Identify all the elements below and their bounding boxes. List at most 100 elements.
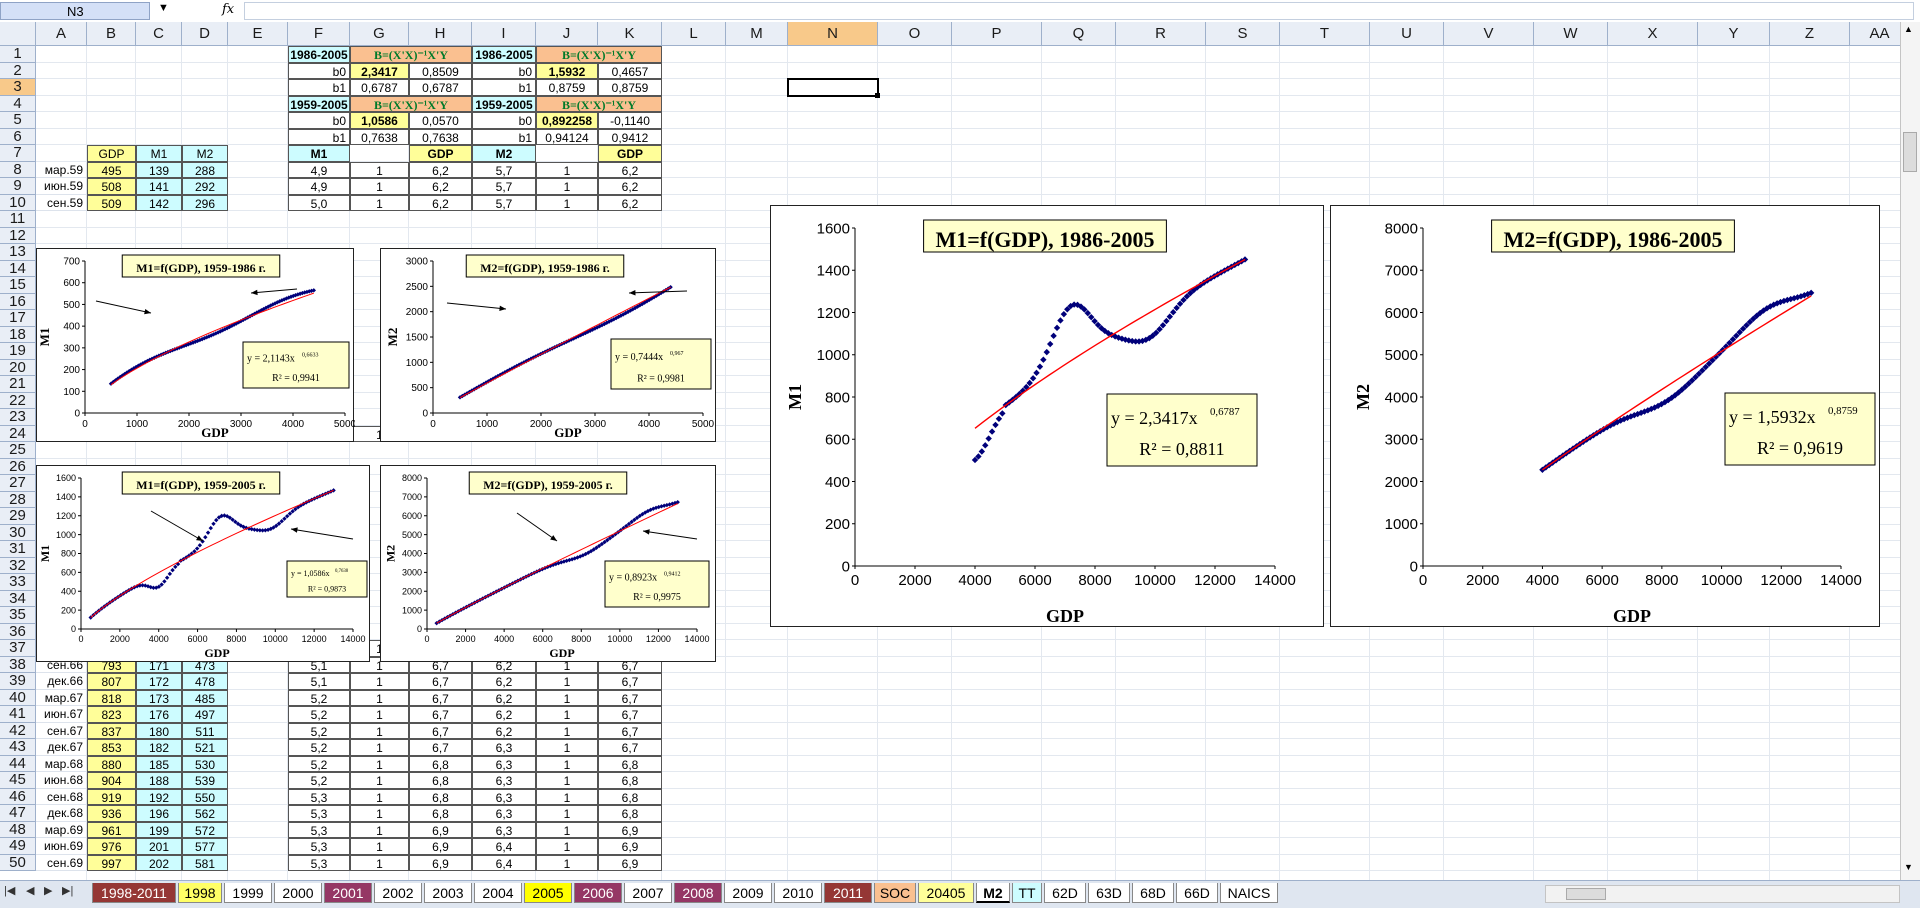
row-header-17[interactable]: 17 [0,309,36,327]
cell-I2[interactable]: b0 [472,62,536,79]
cell-I43[interactable]: 6,3 [472,739,536,756]
sheet-tab-2011[interactable]: 2011 [824,883,872,903]
cell-C42[interactable]: 180 [136,722,182,739]
row-header-37[interactable]: 37 [0,639,36,657]
chart-2[interactable]: 0 1000 2000 3000 4000 5000 0 500 1000 1500 2000 250… [380,248,716,442]
sheet-tab-20405[interactable]: 20405 [918,883,974,903]
cell-H50[interactable]: 6,9 [409,854,472,871]
cell-F44[interactable]: 5,2 [288,755,350,772]
cell-F10[interactable]: 5,0 [288,194,350,211]
cell-I46[interactable]: 6,3 [472,788,536,805]
column-header-E[interactable]: E [228,22,288,46]
cell-I4[interactable]: 1959-2005 [472,95,536,112]
cell-J10[interactable]: 1 [536,194,598,211]
row-header-45[interactable]: 45 [0,771,36,789]
row-header-16[interactable]: 16 [0,293,36,310]
cell-I42[interactable]: 6,2 [472,722,536,739]
cell-G48[interactable]: 1 [350,821,409,838]
sheet-tab-68D[interactable]: 68D [1132,883,1174,903]
column-header-C[interactable]: C [136,22,182,46]
cell-J4[interactable]: B=(X'X)⁻¹X'Y [536,95,662,112]
cell-B45[interactable]: 904 [87,772,136,789]
cell-J3[interactable]: 0,8759 [536,79,598,96]
cell-D50[interactable]: 581 [182,854,228,871]
cell-H9[interactable]: 6,2 [409,178,472,195]
cell-I41[interactable]: 6,2 [472,706,536,723]
row-header-23[interactable]: 23 [0,408,36,426]
first-sheet-icon[interactable]: |◀ [4,885,16,897]
column-header-O[interactable]: O [878,22,952,46]
sheet-tab-2010[interactable]: 2010 [774,883,822,903]
cell-B7[interactable]: GDP [87,145,136,162]
column-header-P[interactable]: P [952,22,1042,46]
cell-G44[interactable]: 1 [350,755,409,772]
cell-F2[interactable]: b0 [288,62,350,79]
row-header-40[interactable]: 40 [0,689,36,706]
row-header-5[interactable]: 5 [0,111,36,129]
cell-D48[interactable]: 572 [182,821,228,838]
cell-A39[interactable]: дек.66 [36,673,87,690]
cell-B46[interactable]: 919 [87,788,136,805]
row-header-21[interactable]: 21 [0,375,36,393]
cell-C45[interactable]: 188 [136,772,182,789]
row-header-18[interactable]: 18 [0,326,36,343]
cell-F4[interactable]: 1959-2005 [288,95,350,112]
column-header-K[interactable]: K [598,22,662,46]
cell-D8[interactable]: 288 [182,161,228,178]
row-header-43[interactable]: 43 [0,738,36,756]
cell-J39[interactable]: 1 [536,673,598,690]
cell-C46[interactable]: 192 [136,788,182,805]
cell-I47[interactable]: 6,3 [472,805,536,822]
cell-J49[interactable]: 1 [536,838,598,855]
cell-H44[interactable]: 6,8 [409,755,472,772]
sheet-tab-63D[interactable]: 63D [1088,883,1130,903]
cell-K43[interactable]: 6,7 [598,739,662,756]
cell-G1[interactable]: B=(X'X)⁻¹X'Y [350,46,472,63]
cell-C41[interactable]: 176 [136,706,182,723]
row-header-9[interactable]: 9 [0,177,36,195]
sheet-tab-1998-2011[interactable]: 1998-2011 [92,883,176,903]
cell-F40[interactable]: 5,2 [288,689,350,706]
row-header-32[interactable]: 32 [0,557,36,574]
row-header-7[interactable]: 7 [0,144,36,162]
cell-B39[interactable]: 807 [87,673,136,690]
cell-C10[interactable]: 142 [136,194,182,211]
cell-J2[interactable]: 1,5932 [536,62,598,79]
column-header-D[interactable]: D [182,22,228,46]
cell-H45[interactable]: 6,8 [409,772,472,789]
chart-5[interactable]: 0 2000 4000 6000 8000 10000 12000 14000 0 200 400 6… [770,205,1324,627]
cell-I48[interactable]: 6,3 [472,821,536,838]
row-header-38[interactable]: 38 [0,656,36,673]
cell-F41[interactable]: 5,2 [288,706,350,723]
cell-C9[interactable]: 141 [136,178,182,195]
cell-G45[interactable]: 1 [350,772,409,789]
cell-K8[interactable]: 6,2 [598,161,662,178]
prev-sheet-icon[interactable]: ◀ [26,885,35,897]
cell-A48[interactable]: мар.69 [36,821,87,838]
cell-K44[interactable]: 6,8 [598,755,662,772]
cell-F48[interactable]: 5,3 [288,821,350,838]
sheet-tab-66D[interactable]: 66D [1176,883,1218,903]
cell-F49[interactable]: 5,3 [288,838,350,855]
cell-J9[interactable]: 1 [536,178,598,195]
cell-D45[interactable]: 539 [182,772,228,789]
cell-C50[interactable]: 202 [136,854,182,871]
cell-B50[interactable]: 997 [87,854,136,871]
row-header-50[interactable]: 50 [0,854,36,871]
column-header-B[interactable]: B [87,22,136,46]
row-header-3[interactable]: 3 [0,78,36,96]
row-header-20[interactable]: 20 [0,359,36,376]
cell-I44[interactable]: 6,3 [472,755,536,772]
cell-B43[interactable]: 853 [87,739,136,756]
cell-H40[interactable]: 6,7 [409,689,472,706]
cell-B42[interactable]: 837 [87,722,136,739]
cell-G3[interactable]: 0,6787 [350,79,409,96]
row-header-46[interactable]: 46 [0,788,36,805]
cell-K9[interactable]: 6,2 [598,178,662,195]
cell-C8[interactable]: 139 [136,161,182,178]
sheet-tab-SOC[interactable]: SOC [874,883,916,903]
column-header-Q[interactable]: Q [1042,22,1116,46]
cell-D46[interactable]: 550 [182,788,228,805]
row-header-35[interactable]: 35 [0,606,36,624]
cell-B40[interactable]: 818 [87,689,136,706]
